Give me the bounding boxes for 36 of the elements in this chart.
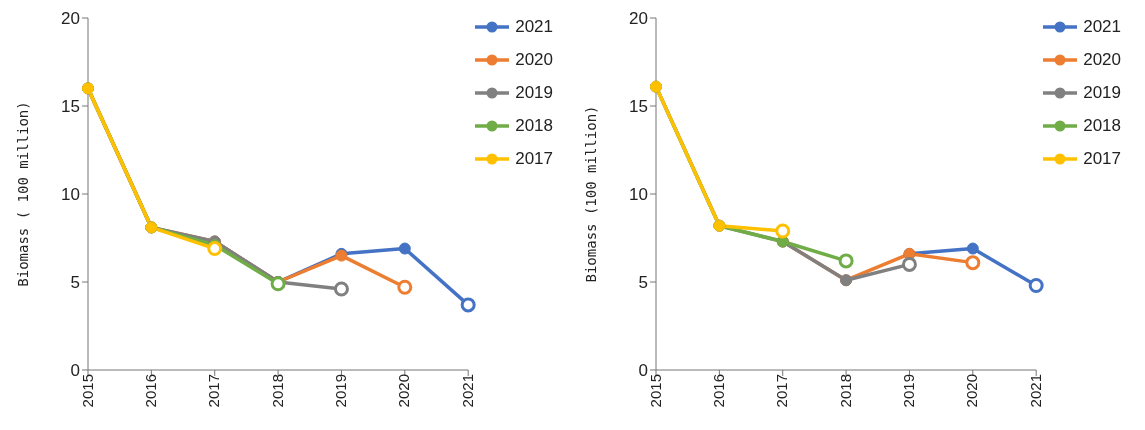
y-tick-label: 15	[61, 97, 80, 117]
y-tick-label: 5	[638, 273, 648, 293]
legend-label: 2021	[515, 16, 553, 37]
y-tick-label: 20	[629, 9, 648, 29]
x-tick-label: 2016	[142, 374, 160, 408]
x-tick-label: 2017	[773, 374, 791, 408]
x-tick-label: 2018	[836, 374, 854, 408]
y-axis-title: Biomass (100 million)	[582, 105, 599, 283]
x-tick-label: 2015	[646, 374, 664, 408]
x-tick-label: 2018	[268, 374, 286, 408]
legend-label: 2020	[1083, 49, 1121, 70]
x-tick-label: 2016	[710, 374, 728, 408]
legend-label: 2019	[515, 82, 553, 103]
y-tick-label: 0	[70, 361, 80, 381]
y-tick-label: 10	[629, 185, 648, 205]
x-tick-label: 2017	[205, 374, 223, 408]
x-tick-label: 2020	[963, 374, 981, 408]
y-tick-label: 10	[61, 185, 80, 205]
y-tick-label: 15	[629, 97, 648, 117]
x-tick-label: 2021	[458, 374, 476, 408]
x-tick-label: 2019	[332, 374, 350, 408]
y-tick-label: 0	[638, 361, 648, 381]
legend-label: 2020	[515, 49, 553, 70]
y-tick-label: 20	[61, 9, 80, 29]
legend-label: 2017	[1083, 148, 1121, 169]
y-axis-title: Biomass ( 100 million)	[14, 101, 31, 287]
x-tick-label: 2019	[900, 374, 918, 408]
legend-label: 2017	[515, 148, 553, 169]
y-tick-label: 5	[70, 273, 80, 293]
legend-label: 2019	[1083, 82, 1121, 103]
x-tick-label: 2015	[78, 374, 96, 408]
legend-label: 2018	[1083, 115, 1121, 136]
x-tick-label: 2020	[395, 374, 413, 408]
x-tick-label: 2021	[1026, 374, 1044, 408]
legend-label: 2021	[1083, 16, 1121, 37]
legend-label: 2018	[515, 115, 553, 136]
